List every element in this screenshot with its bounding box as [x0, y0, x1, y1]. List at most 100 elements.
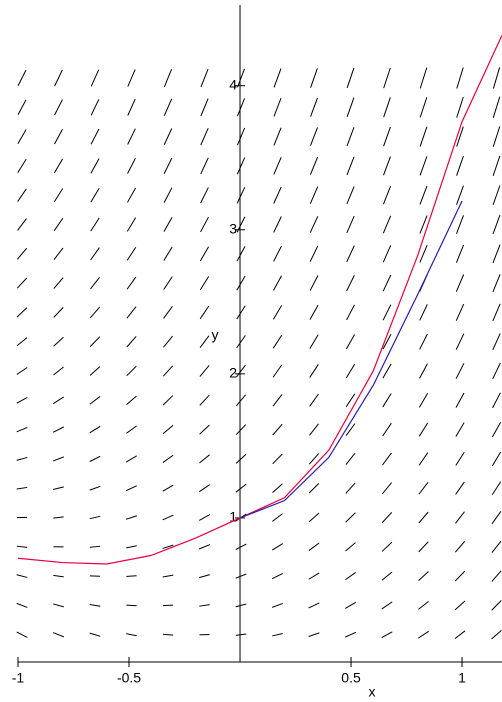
field-arrow: [491, 629, 502, 640]
field-arrow: [273, 275, 282, 291]
field-arrow: [418, 630, 429, 639]
field-arrow: [89, 455, 101, 462]
field-arrow: [418, 452, 429, 466]
field-arrow: [126, 515, 137, 520]
field-arrow: [383, 97, 391, 118]
field-arrow: [90, 187, 100, 203]
field-arrow: [309, 245, 319, 262]
field-arrow: [456, 185, 464, 205]
field-arrow: [16, 367, 28, 375]
field-arrow: [126, 246, 137, 261]
field-arrow: [346, 97, 355, 118]
x-tick-label: 0.5: [341, 670, 361, 686]
field-arrow: [90, 69, 100, 87]
field-arrow: [90, 247, 100, 261]
field-arrow: [418, 481, 429, 495]
field-arrow: [491, 600, 502, 611]
field-arrow: [52, 632, 65, 638]
field-arrow: [346, 156, 355, 176]
field-arrow: [200, 68, 209, 88]
field-arrow: [89, 632, 101, 637]
field-arrow: [310, 127, 318, 146]
field-arrow: [237, 68, 245, 88]
field-arrow: [273, 186, 282, 204]
field-arrow: [235, 543, 247, 551]
field-arrow: [308, 542, 320, 551]
field-arrow: [89, 396, 101, 405]
field-arrow: [454, 570, 466, 582]
field-arrow: [127, 69, 136, 87]
field-arrow: [491, 570, 502, 582]
field-arrow: [419, 67, 428, 89]
field-arrow: [345, 512, 356, 523]
field-arrow: [163, 98, 173, 116]
field-arrow: [162, 544, 174, 549]
field-arrow: [125, 485, 138, 492]
field-arrow: [418, 422, 429, 437]
field-arrow: [90, 276, 100, 290]
field-arrow: [308, 483, 320, 494]
field-arrow: [53, 158, 64, 174]
field-arrow: [90, 99, 100, 116]
field-arrow: [162, 514, 174, 521]
field-arrow: [235, 573, 247, 579]
field-arrow: [162, 454, 174, 463]
field-arrow: [200, 157, 209, 175]
field-arrow: [16, 307, 28, 318]
field-arrow: [89, 485, 101, 491]
field-arrow: [127, 98, 136, 116]
field-arrow: [162, 365, 174, 377]
field-arrow: [310, 97, 318, 117]
field-arrow: [199, 305, 210, 320]
field-arrow: [271, 573, 284, 580]
field-arrow: [273, 245, 282, 262]
field-arrow: [345, 334, 356, 350]
field-arrow: [17, 129, 27, 144]
field-arrow: [492, 244, 501, 264]
field-arrow: [491, 511, 502, 524]
field-arrow: [16, 574, 28, 578]
field-arrow: [382, 482, 392, 495]
field-arrow: [308, 572, 320, 580]
field-arrow: [198, 544, 211, 550]
field-arrow: [16, 337, 28, 347]
field-arrow: [344, 601, 357, 609]
field-arrow: [419, 97, 428, 118]
field-arrow: [309, 423, 319, 436]
field-arrow: [345, 393, 356, 408]
field-arrow: [162, 484, 174, 492]
field-arrow: [17, 188, 27, 202]
field-arrow: [492, 185, 501, 206]
field-arrow: [382, 215, 392, 234]
field-arrow: [236, 335, 246, 349]
solution-curve: [17, 35, 502, 565]
field-arrow: [200, 216, 209, 233]
field-arrow: [199, 365, 210, 377]
field-arrow: [456, 67, 464, 89]
field-arrow: [127, 187, 136, 203]
field-arrow: [236, 364, 246, 378]
field-arrow: [345, 572, 356, 581]
field-arrow: [126, 336, 137, 348]
field-arrow: [53, 396, 64, 405]
field-arrow: [272, 483, 283, 494]
x-tick-label: 1: [458, 670, 466, 686]
field-arrow: [272, 334, 283, 349]
field-arrow: [419, 244, 428, 263]
field-arrow: [419, 185, 428, 205]
field-arrow: [235, 394, 247, 407]
field-arrow: [199, 604, 210, 607]
field-arrow: [346, 127, 355, 147]
field-arrow: [309, 156, 319, 175]
field-arrow: [491, 540, 502, 553]
field-arrow: [89, 366, 101, 376]
field-arrow: [89, 425, 101, 434]
field-arrow: [273, 68, 282, 88]
y-tick-label: 4: [229, 76, 237, 92]
field-arrow: [89, 545, 101, 548]
field-arrow: [454, 630, 466, 639]
field-arrow: [16, 397, 28, 404]
y-tick-label: 2: [229, 365, 237, 381]
field-arrow: [456, 215, 464, 234]
